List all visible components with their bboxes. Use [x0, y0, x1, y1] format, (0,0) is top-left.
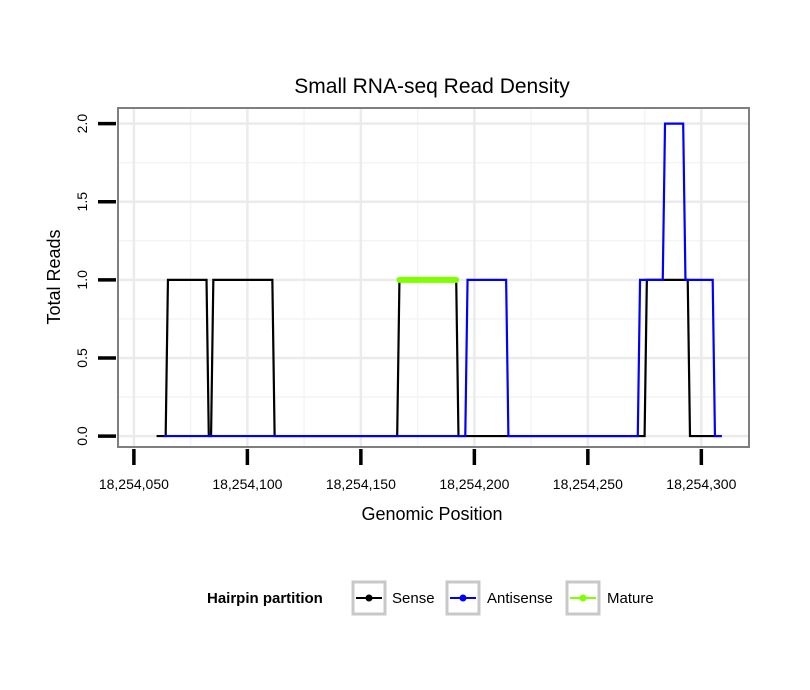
legend-key-dot: [579, 594, 587, 602]
y-tick-label: 1.0: [74, 270, 90, 290]
x-axis: 18,254,050 18,254,100 18,254,150 18,254,200…: [99, 449, 737, 492]
y-tick-label: 2.0: [74, 114, 90, 134]
series-line-antisense: [163, 122, 722, 438]
y-tick-label: 1.5: [74, 192, 90, 212]
y-tick-label: 0.0: [74, 426, 90, 446]
x-tick-label: 18,254,250: [553, 476, 623, 492]
x-axis-label: Genomic Position: [361, 504, 502, 524]
legend: Hairpin partition Sense Antisense Mature: [207, 580, 654, 616]
legend-key-dot: [459, 594, 467, 602]
series-layer: [156, 122, 722, 438]
legend-label-sense: Sense: [392, 590, 435, 607]
legend-label-mature: Mature: [607, 590, 654, 607]
y-tick-label: 0.5: [74, 348, 90, 368]
x-tick-label: 18,254,100: [212, 476, 282, 492]
y-axis: 0.0 0.5 1.0 1.5 2.0: [74, 114, 116, 446]
legend-key-dot: [365, 594, 373, 602]
plot-frame: [117, 107, 750, 448]
x-tick-label: 18,254,200: [439, 476, 509, 492]
x-tick-label: 18,254,050: [99, 476, 169, 492]
y-axis-label: Total Reads: [44, 229, 64, 324]
legend-title: Hairpin partition: [207, 590, 323, 607]
chart-title: Small RNA-seq Read Density: [294, 75, 570, 98]
x-tick-label: 18,254,150: [326, 476, 396, 492]
x-tick-label: 18,254,300: [666, 476, 736, 492]
legend-label-antisense: Antisense: [487, 590, 553, 607]
